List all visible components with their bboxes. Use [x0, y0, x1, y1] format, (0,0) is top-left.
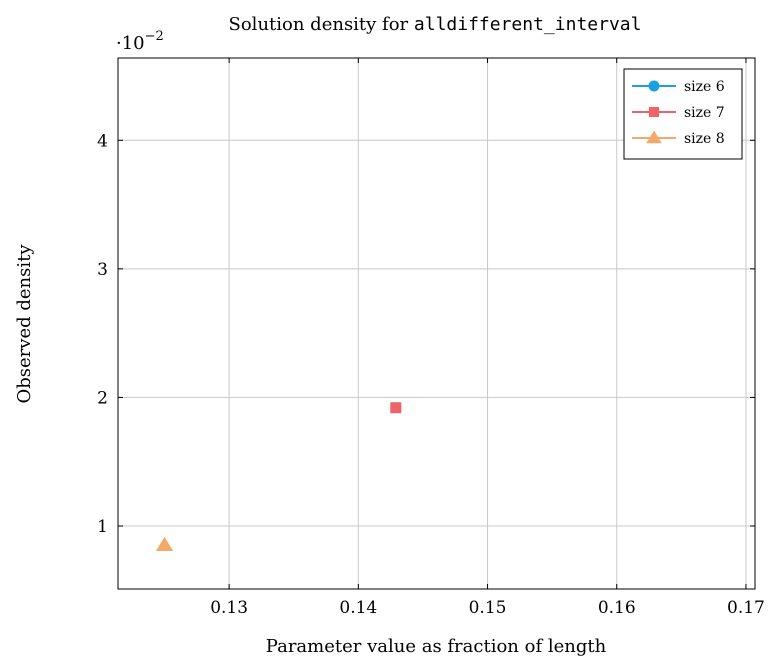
- legend-label: size 6: [684, 79, 725, 95]
- y-multiplier: ·10−2: [116, 29, 164, 54]
- data-points: [155, 402, 402, 552]
- y-tick-label: 4: [97, 131, 108, 151]
- data-point: [390, 402, 402, 414]
- x-tick-label: 0.14: [339, 598, 377, 618]
- chart-title: Solution density for alldifferent_interv…: [229, 14, 642, 35]
- legend-marker: [649, 107, 659, 117]
- x-axis-label: Parameter value as fraction of length: [266, 636, 607, 657]
- x-tick-label: 0.13: [210, 598, 248, 618]
- y-tick-label: 2: [97, 388, 108, 408]
- x-tick-label: 0.16: [598, 598, 636, 618]
- legend-label: size 7: [684, 105, 725, 121]
- legend-marker: [648, 80, 660, 92]
- x-tick-label: 0.17: [727, 598, 765, 618]
- x-tick-label: 0.15: [469, 598, 507, 618]
- y-tick-label: 3: [97, 260, 108, 280]
- plot-area: [117, 57, 756, 590]
- y-multiplier-exponent: −2: [145, 29, 164, 44]
- legend: size 6 size 7 size 8: [623, 68, 743, 160]
- y-multiplier-base: ·10: [116, 33, 145, 54]
- legend-box: [623, 68, 743, 160]
- data-point: [155, 537, 174, 552]
- y-tick-label: 1: [97, 517, 108, 537]
- y-axis-label: Observed density: [14, 244, 35, 404]
- x-ticks: 0.13 0.14 0.15 0.16 0.17: [210, 58, 765, 618]
- legend-label: size 8: [684, 131, 725, 147]
- y-ticks: 1 2 3 4: [97, 131, 755, 537]
- chart-title-code: alldifferent_interval: [414, 14, 642, 35]
- chart-title-prefix: Solution density for: [229, 14, 414, 35]
- legend-marker: [646, 130, 662, 144]
